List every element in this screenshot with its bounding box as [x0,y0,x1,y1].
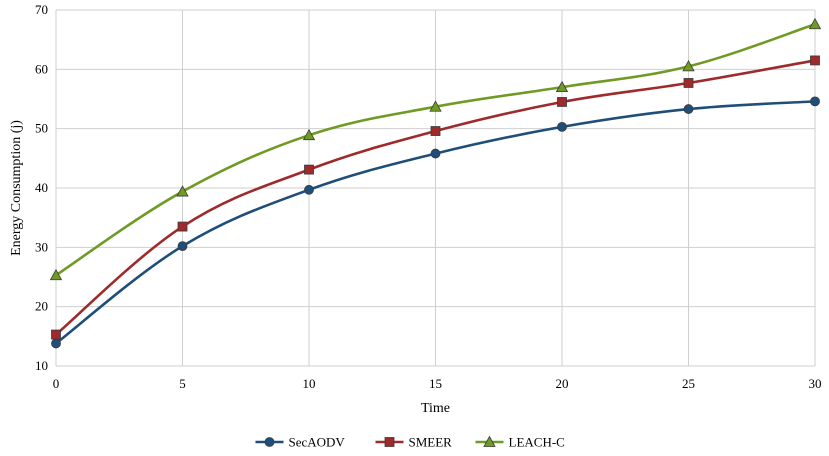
square-marker [304,164,314,175]
legend-label: SecAODV [289,435,346,450]
square-marker [430,126,441,136]
x-tick-label: 25 [682,376,695,391]
square-marker [51,329,61,340]
legend-label: SMEER [409,435,453,450]
legend-item: SecAODV [255,435,346,450]
legend-triangle-marker [483,435,496,447]
y-tick-label: 10 [35,358,48,373]
legend: SecAODV SMEER LEACH-C [255,435,565,450]
series-smeer [51,55,820,340]
y-tick-label: 30 [35,239,48,254]
legend-item: LEACH-C [475,435,565,450]
circle-marker [177,241,188,252]
x-tick-labels: 0 5 10 15 20 25 30 [53,376,822,391]
square-marker [177,221,188,232]
x-tick-label: 5 [179,376,186,391]
triangle-marker [176,185,189,197]
series-leach-c [49,17,822,281]
circle-marker [304,184,314,195]
y-tick-label: 20 [35,299,48,314]
legend-circle-marker [264,437,275,447]
circle-marker [810,96,820,107]
triangle-marker [555,80,569,93]
x-tick-label: 20 [556,376,569,391]
legend-square-marker [384,437,395,447]
circle-marker [683,104,694,114]
y-tick-label: 40 [35,180,48,195]
series-group [49,17,822,349]
y-tick-labels: 10 20 30 40 50 60 70 [35,2,48,373]
x-tick-label: 15 [429,376,442,391]
y-tick-label: 60 [35,61,48,76]
triangle-marker [808,17,822,30]
circle-marker [51,338,61,349]
y-axis-label: Energy Consumption (j) [9,120,24,256]
triangle-marker [49,268,63,281]
square-marker [557,97,567,107]
circle-marker [557,121,567,132]
x-axis-label: Time [421,401,450,416]
square-marker [683,78,694,88]
x-tick-label: 10 [303,376,316,391]
triangle-marker [429,100,442,112]
triangle-marker [302,128,316,141]
circle-marker [430,148,441,159]
square-marker [810,55,820,66]
triangle-marker [682,60,695,72]
y-tick-label: 70 [35,2,48,17]
y-tick-label: 50 [35,121,48,136]
x-tick-label: 30 [809,376,822,391]
x-tick-label: 0 [53,376,60,391]
legend-item: SMEER [375,435,453,450]
legend-label: LEACH-C [509,435,565,450]
series-secaodv [51,96,820,349]
